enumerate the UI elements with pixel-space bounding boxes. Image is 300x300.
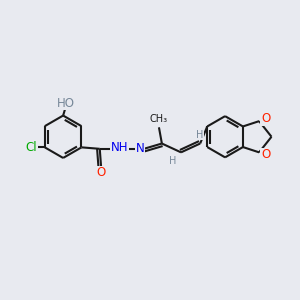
Text: O: O: [97, 167, 106, 179]
Text: CH₃: CH₃: [150, 114, 168, 124]
Text: N: N: [136, 142, 145, 155]
Text: H: H: [169, 156, 176, 166]
Text: NH: NH: [111, 141, 128, 154]
Text: O: O: [261, 112, 270, 125]
Text: H: H: [196, 130, 204, 140]
Text: O: O: [261, 148, 270, 161]
Text: Cl: Cl: [26, 141, 37, 154]
Text: HO: HO: [56, 97, 74, 110]
